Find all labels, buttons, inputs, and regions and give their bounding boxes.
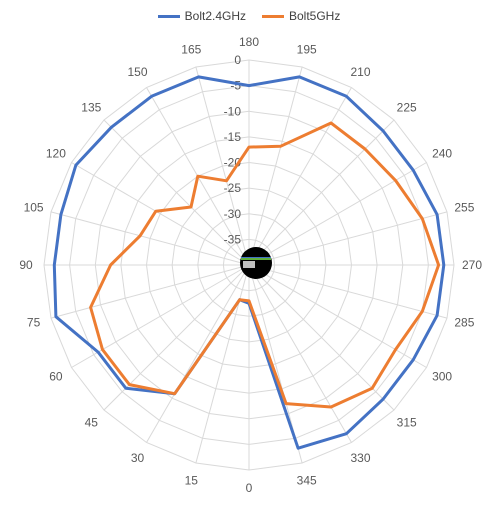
- category-label: 135: [81, 100, 101, 114]
- grid-spoke: [50, 264, 250, 319]
- grid-spoke: [50, 211, 250, 266]
- grid-spoke: [248, 264, 427, 368]
- category-label: 345: [297, 473, 317, 487]
- category-label: 0: [246, 481, 253, 495]
- category-label: 75: [27, 316, 41, 330]
- category-label: 255: [454, 200, 474, 214]
- radial-tick-label: 0: [234, 53, 241, 67]
- category-label: 30: [131, 451, 145, 465]
- category-label: 240: [432, 147, 452, 161]
- series-line-bolt-2-4ghz: [52, 75, 446, 450]
- category-label: 15: [185, 473, 199, 487]
- legend-item-bolt-5ghz: Bolt5GHz: [262, 9, 340, 23]
- category-label: 150: [127, 65, 147, 79]
- grid-spoke: [103, 119, 250, 266]
- category-label: 165: [181, 43, 201, 57]
- grid-spoke: [71, 162, 250, 266]
- radial-tick-label: -10: [224, 104, 242, 118]
- grid-spoke: [248, 264, 352, 443]
- category-label: 300: [432, 370, 452, 384]
- category-label: 120: [46, 147, 66, 161]
- center-marker-disc: [240, 247, 272, 279]
- category-label: 195: [297, 43, 317, 57]
- series-line-bolt-5ghz: [89, 121, 441, 409]
- legend-item-bolt-2-4ghz: Bolt2.4GHz: [157, 9, 246, 23]
- radial-tick-label: -30: [224, 207, 242, 221]
- center-marker-box: [243, 261, 255, 268]
- grid-spoke: [103, 264, 250, 411]
- category-label: 210: [350, 65, 370, 79]
- category-label: 315: [397, 416, 417, 430]
- grid-spoke: [248, 264, 395, 411]
- category-label: 60: [49, 370, 63, 384]
- radial-tick-label: -5: [230, 79, 241, 93]
- grid-spoke: [248, 264, 448, 319]
- radial-tick-labels: 0-5-10-15-20-25-30-35: [224, 53, 242, 246]
- category-label: 105: [24, 200, 44, 214]
- grid-spoke: [146, 264, 250, 443]
- category-label: 45: [85, 416, 99, 430]
- legend: Bolt2.4GHz Bolt5GHz: [0, 6, 498, 26]
- category-labels: 0 15 30 45 60 75 90 105 120 135 150 165 180 195 210 225…: [19, 35, 482, 495]
- grid-spoke: [195, 264, 250, 464]
- grid-spoke: [71, 264, 250, 368]
- category-label: 90: [19, 258, 33, 272]
- grid-spoke: [248, 211, 448, 266]
- radial-tick-label: -25: [224, 181, 242, 195]
- radar-grid: [43, 59, 455, 471]
- category-label: 225: [397, 100, 417, 114]
- grid-spoke: [195, 66, 250, 266]
- radial-tick-label: -35: [224, 232, 242, 246]
- grid-spoke: [248, 66, 303, 266]
- category-label: 330: [350, 451, 370, 465]
- center-marker: [240, 247, 272, 279]
- radial-tick-label: -15: [224, 130, 242, 144]
- legend-swatch-bolt-2-4ghz: [157, 14, 180, 18]
- legend-swatch-bolt-5ghz: [262, 14, 284, 18]
- legend-label-bolt-5ghz: Bolt5GHz: [289, 9, 341, 23]
- center-marker-bar-accent: [241, 258, 271, 260]
- legend-label-bolt-2-4ghz: Bolt2.4GHz: [184, 9, 246, 23]
- category-label: 285: [454, 316, 474, 330]
- series-lines: [52, 75, 446, 450]
- grid-spoke: [248, 162, 427, 266]
- grid-spoke: [248, 87, 352, 266]
- category-label: 270: [462, 258, 482, 272]
- grid-spoke: [248, 119, 395, 266]
- category-label: 180: [239, 35, 259, 49]
